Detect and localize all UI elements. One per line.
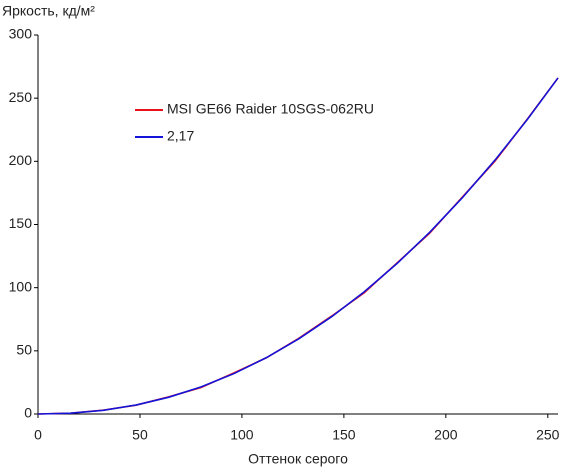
x-tick-label: 200 bbox=[434, 427, 458, 443]
y-tick-label: 200 bbox=[9, 152, 33, 168]
chart-title: Яркость, кд/м² bbox=[2, 3, 95, 19]
x-tick-label: 0 bbox=[34, 427, 42, 443]
y-tick-label: 50 bbox=[16, 342, 32, 358]
x-tick-label: 150 bbox=[332, 427, 356, 443]
y-tick-label: 150 bbox=[9, 215, 33, 231]
y-tick-label: 250 bbox=[9, 89, 33, 105]
series-line bbox=[37, 77, 559, 415]
series-line bbox=[37, 77, 559, 415]
y-tick-label: 100 bbox=[9, 278, 33, 294]
legend-label: 2,17 bbox=[167, 128, 194, 144]
y-tick-label: 300 bbox=[9, 26, 33, 42]
x-axis-label: Оттенок серого bbox=[248, 451, 348, 467]
legend-label: MSI GE66 Raider 10SGS-062RU bbox=[167, 101, 374, 117]
x-tick-label: 250 bbox=[536, 427, 560, 443]
x-tick-label: 50 bbox=[132, 427, 148, 443]
x-tick-label: 100 bbox=[230, 427, 254, 443]
y-tick-label: 0 bbox=[24, 405, 32, 421]
